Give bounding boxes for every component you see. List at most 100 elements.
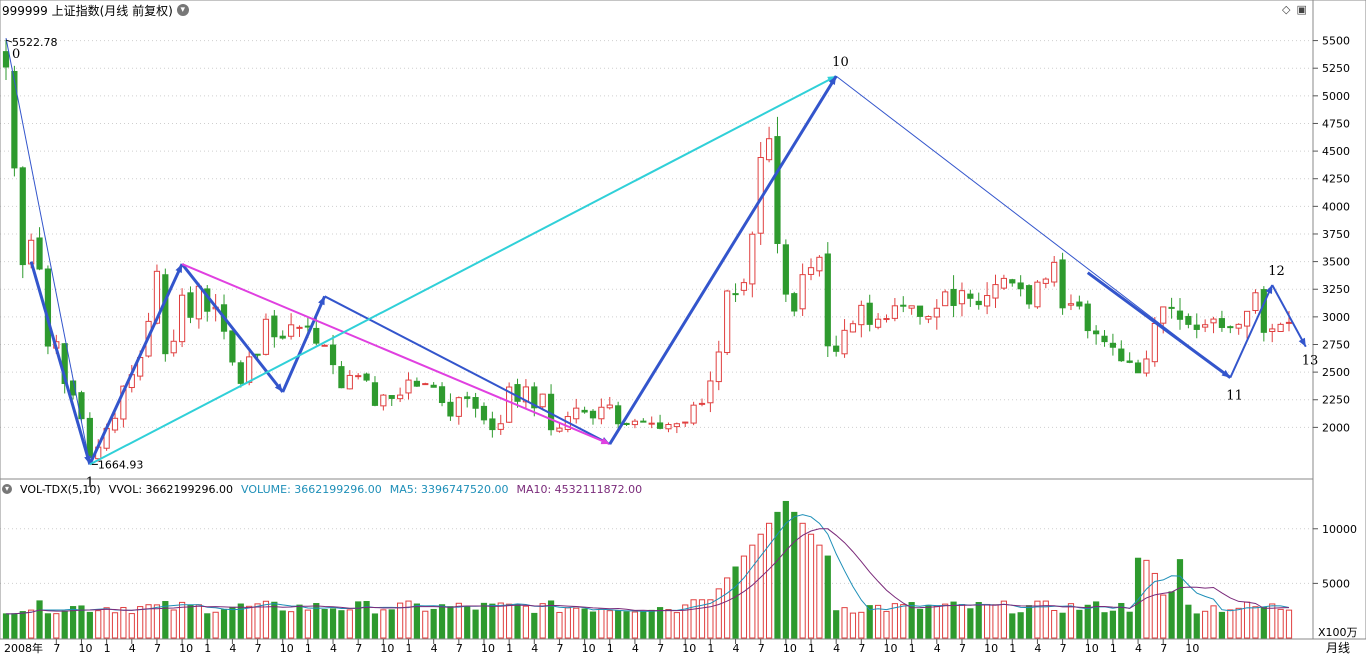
candle-body <box>1277 323 1284 333</box>
candle-body <box>262 318 270 355</box>
x-tick-label: 4 <box>934 642 941 655</box>
candle-body <box>900 304 907 307</box>
volume-bar <box>858 611 865 639</box>
volume-bar <box>11 613 18 639</box>
wave-4-5 <box>324 295 611 445</box>
candle-body <box>573 407 580 420</box>
candle-body <box>556 427 563 432</box>
volume-bar <box>162 601 169 639</box>
frames <box>0 0 1366 640</box>
wave-label-1: 1 <box>86 475 94 490</box>
candle-body <box>916 305 924 317</box>
volume-bar <box>690 599 697 639</box>
volume-bar <box>1076 609 1083 639</box>
x-tick-label: 10 <box>582 642 596 655</box>
volume-bar <box>942 603 949 639</box>
candle-body <box>363 373 370 381</box>
volume-bar <box>145 604 152 639</box>
volume-bar <box>1227 609 1234 639</box>
candle-body <box>698 402 706 405</box>
candle-body <box>1185 315 1192 325</box>
volume-bar <box>598 608 605 639</box>
candle-body <box>539 393 546 408</box>
candle-body <box>178 294 186 343</box>
volume-bar <box>363 601 370 639</box>
volume-bar <box>958 604 966 639</box>
volume-bar <box>212 611 219 639</box>
candle-body <box>1093 330 1100 335</box>
volume-bar <box>229 606 236 639</box>
candle-body <box>866 302 873 325</box>
candle-body <box>1118 348 1125 362</box>
chevron-down-icon[interactable]: ▾ <box>2 484 12 494</box>
volume-bar <box>254 603 261 639</box>
x-tick-label: 4 <box>129 642 136 655</box>
candle-body <box>111 417 119 431</box>
volume-bar <box>204 613 211 639</box>
volume-bar <box>891 603 898 639</box>
volume-bar <box>430 608 437 639</box>
ma10-line <box>5 528 1290 615</box>
volume-grid <box>0 528 1313 584</box>
volume-bar <box>187 604 194 639</box>
diamond-icon[interactable]: ◇ <box>1282 3 1291 16</box>
candle-body <box>120 385 127 420</box>
candle-body <box>430 384 437 388</box>
volume-bar <box>413 603 420 639</box>
wave-label-13: 13 <box>1302 354 1319 369</box>
x-tick-label: 1 <box>1110 642 1117 655</box>
magenta-trend-arrowhead <box>600 437 610 445</box>
volume-bar <box>1051 609 1058 639</box>
candle-body <box>606 404 613 409</box>
wave-12-13-arrowhead <box>1298 337 1306 347</box>
x-tick-label: 1 <box>808 642 815 655</box>
volume-bar <box>640 611 647 639</box>
candle-body <box>942 291 949 307</box>
candle-body <box>455 397 462 417</box>
candle-body <box>833 345 840 352</box>
candle-body <box>732 293 739 296</box>
volume-bar <box>1277 608 1284 639</box>
candle-body <box>1109 342 1117 348</box>
price-tick-label: 3500 <box>1322 256 1350 269</box>
candle-body <box>891 305 898 319</box>
candle-body <box>229 330 236 363</box>
volume-bar <box>178 601 186 639</box>
candle-body <box>1151 322 1158 363</box>
volume-bar <box>665 609 672 639</box>
volume-bar <box>749 544 756 639</box>
volume-bar <box>137 606 144 639</box>
volume-bar <box>506 603 513 639</box>
candle-body <box>1000 277 1007 289</box>
volume-bar <box>61 610 68 639</box>
x-tick-label: 4 <box>1034 642 1041 655</box>
candle-body <box>849 323 857 333</box>
wave-label-12: 12 <box>1268 264 1285 279</box>
volume-bar <box>422 610 429 639</box>
x-tick-label: 4 <box>632 642 639 655</box>
candle-body <box>11 70 18 169</box>
volume-bar <box>589 611 597 639</box>
volume-bar <box>514 604 521 639</box>
x-tick-label: 1 <box>1009 642 1016 655</box>
candle-body <box>682 421 689 424</box>
candle-body <box>506 386 513 423</box>
candle-body <box>765 138 773 161</box>
x-tick-label: 10 <box>78 642 92 655</box>
candle-body <box>816 256 823 272</box>
wave-3-4 <box>281 295 327 393</box>
volume-bar <box>581 608 588 639</box>
wave-10-11-arrowhead <box>1221 369 1231 378</box>
x-tick-label: 10 <box>1185 642 1199 655</box>
volume-bar <box>329 608 337 639</box>
volume-bar <box>564 607 571 639</box>
wave-lines <box>5 38 1307 466</box>
chevron-down-icon[interactable]: ▾ <box>176 4 189 16</box>
price-tick-label: 2250 <box>1322 394 1350 407</box>
volume-bar <box>44 613 52 639</box>
candle-body <box>589 410 597 419</box>
restore-window-icon[interactable]: ▣ <box>1296 3 1307 16</box>
wave-11-12 <box>1229 284 1274 379</box>
volume-bar <box>355 601 362 639</box>
volume-bars <box>2 500 1293 639</box>
